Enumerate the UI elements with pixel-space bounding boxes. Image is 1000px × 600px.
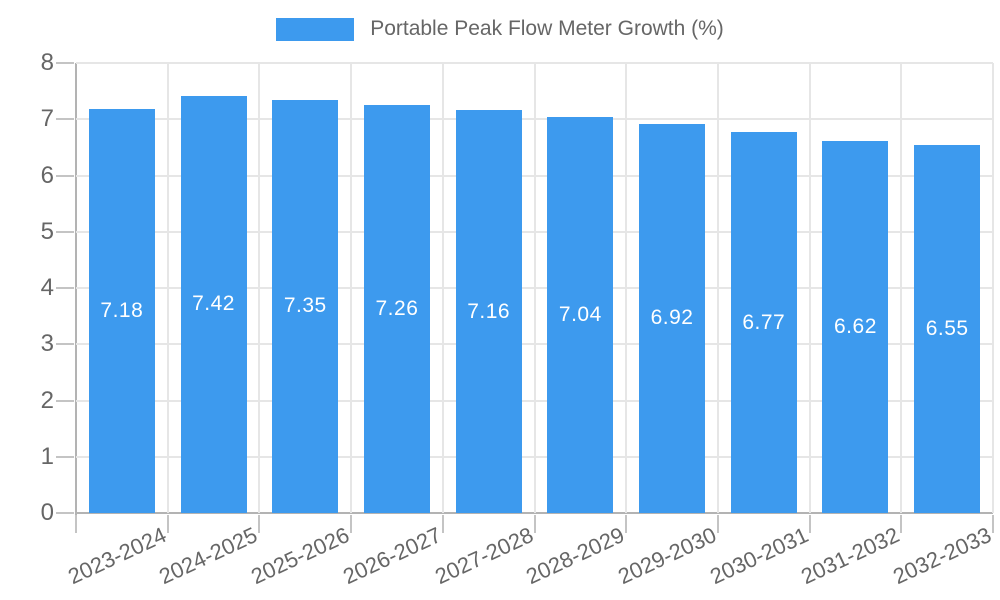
gridline-x-8 — [808, 63, 811, 513]
gridline-x-10 — [992, 63, 994, 513]
x-tick-6 — [625, 515, 628, 533]
x-tick-1 — [166, 515, 169, 533]
chart-legend[interactable]: Portable Peak Flow Meter Growth (%) — [0, 17, 1000, 41]
y-tick-6 — [56, 174, 74, 177]
x-tick-7 — [716, 515, 719, 533]
y-tick-label-4: 4 — [40, 274, 54, 301]
bar-2024-2025[interactable]: 7.42 — [180, 95, 247, 513]
y-axis-line — [75, 63, 77, 515]
x-tick-3 — [350, 515, 353, 533]
bar-value-label: 6.55 — [925, 316, 969, 340]
y-tick-1 — [56, 455, 74, 458]
x-tick-2 — [258, 515, 261, 533]
bar-value-label: 7.18 — [100, 299, 144, 323]
gridline-x-3 — [350, 63, 353, 513]
bar-2029-2030[interactable]: 6.92 — [639, 123, 706, 513]
y-tick-8 — [56, 62, 74, 64]
bar-2026-2027[interactable]: 7.26 — [363, 104, 430, 513]
bar-2028-2029[interactable]: 7.04 — [547, 117, 614, 513]
x-tick-5 — [533, 515, 536, 533]
y-tick-label-8: 8 — [40, 49, 54, 76]
bar-value-label: 7.26 — [375, 296, 419, 320]
gridline-x-1 — [166, 63, 169, 513]
bar-value-label: 6.92 — [650, 306, 694, 330]
y-tick-2 — [56, 399, 74, 402]
legend-swatch — [276, 17, 355, 41]
bar-2030-2031[interactable]: 6.77 — [730, 132, 797, 513]
y-tick-label-3: 3 — [40, 330, 54, 358]
x-axis-line — [76, 512, 993, 514]
bar-2031-2032[interactable]: 6.62 — [822, 140, 889, 513]
plot-area: 7.18 7.42 7.35 7.26 7.16 7.04 6.92 6.77 6.62 6.55 — [76, 62, 994, 513]
y-tick-5 — [56, 230, 74, 233]
x-tick-8 — [808, 515, 811, 533]
legend-label: Portable Peak Flow Meter Growth (%) — [370, 17, 724, 40]
bar-value-label: 6.77 — [742, 310, 786, 334]
bar-value-label: 7.42 — [192, 292, 235, 316]
gridline-x-9 — [900, 63, 903, 513]
y-tick-0 — [56, 512, 74, 514]
y-tick-label-5: 5 — [40, 217, 54, 245]
y-tick-4 — [56, 287, 74, 289]
gridline-x-5 — [533, 63, 536, 513]
x-tick-10 — [992, 515, 994, 533]
bar-value-label: 7.35 — [283, 294, 327, 318]
y-tick-label-6: 6 — [40, 161, 54, 189]
gridline-x-2 — [258, 63, 261, 513]
x-tick-4 — [441, 515, 444, 533]
y-tick-7 — [56, 118, 74, 121]
x-tick-9 — [900, 515, 903, 533]
bar-2023-2024[interactable]: 7.18 — [88, 109, 155, 513]
y-tick-label-1: 1 — [40, 442, 54, 470]
y-tick-3 — [56, 343, 74, 346]
bar-2027-2028[interactable]: 7.16 — [455, 110, 522, 513]
y-tick-label-0: 0 — [40, 499, 54, 526]
x-tick-0 — [75, 515, 77, 533]
gridline-x-4 — [441, 63, 444, 513]
gridline-x-6 — [625, 63, 628, 513]
y-tick-label-7: 7 — [40, 105, 54, 133]
bar-2032-2033[interactable]: 6.55 — [914, 144, 981, 513]
bar-value-label: 6.62 — [834, 314, 877, 338]
bar-2025-2026[interactable]: 7.35 — [272, 99, 339, 513]
y-tick-label-2: 2 — [40, 386, 54, 414]
bar-value-label: 7.04 — [558, 303, 602, 326]
gridline-x-7 — [716, 63, 719, 513]
bar-value-label: 7.16 — [467, 299, 511, 323]
